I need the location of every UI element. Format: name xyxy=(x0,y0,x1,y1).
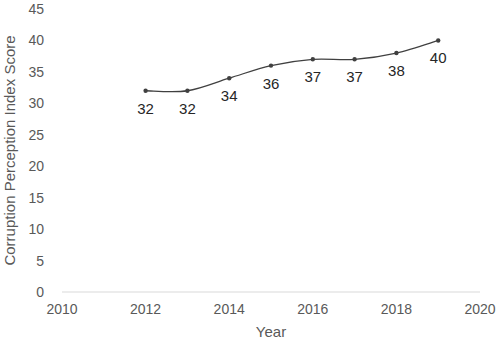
data-label: 34 xyxy=(221,87,238,104)
x-axis-line xyxy=(62,292,480,293)
y-tick-label: 35 xyxy=(28,64,44,80)
data-point xyxy=(227,76,231,80)
y-tick-label: 20 xyxy=(28,158,44,174)
data-point xyxy=(352,57,356,61)
data-point xyxy=(185,89,189,93)
data-label: 37 xyxy=(346,68,363,85)
y-tick-label: 10 xyxy=(28,221,44,237)
y-axis-title: Corruption Perception Index Score xyxy=(1,35,18,265)
data-point xyxy=(436,38,440,42)
data-point xyxy=(143,89,147,93)
data-point xyxy=(311,57,315,61)
y-tick-label: 45 xyxy=(28,1,44,17)
data-label: 36 xyxy=(263,75,280,92)
chart-svg: 0 5 10 15 20 25 30 35 40 45 2010 2012 2014 2016 2018 20… xyxy=(0,0,500,347)
data-point xyxy=(394,51,398,55)
data-point xyxy=(269,63,273,67)
x-tick-label: 2010 xyxy=(46,301,77,317)
y-tick-label: 5 xyxy=(36,253,44,269)
y-tick-label: 0 xyxy=(36,284,44,300)
data-label: 37 xyxy=(304,68,321,85)
plot-area xyxy=(143,38,440,93)
x-tick-label: 2012 xyxy=(130,301,161,317)
data-label: 38 xyxy=(388,62,405,79)
x-axis-title: Year xyxy=(256,323,286,340)
data-line xyxy=(146,40,439,91)
data-label: 32 xyxy=(137,100,154,117)
y-tick-label: 15 xyxy=(28,190,44,206)
y-tick-label: 40 xyxy=(28,32,44,48)
data-label: 32 xyxy=(179,100,196,117)
y-tick-label: 30 xyxy=(28,95,44,111)
x-tick-label: 2018 xyxy=(381,301,412,317)
data-label: 40 xyxy=(430,49,447,66)
x-tick-label: 2014 xyxy=(214,301,245,317)
y-tick-label: 25 xyxy=(28,127,44,143)
chart-container: 0 5 10 15 20 25 30 35 40 45 2010 2012 2014 2016 2018 20… xyxy=(0,0,500,347)
x-tick-label: 2016 xyxy=(297,301,328,317)
x-tick-label: 2020 xyxy=(464,301,495,317)
